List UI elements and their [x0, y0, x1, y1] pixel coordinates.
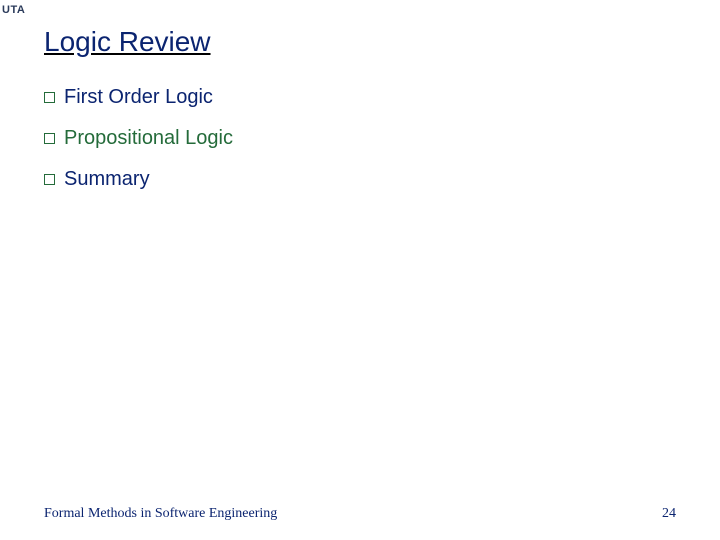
footer-left-text: Formal Methods in Software Engineering [44, 506, 277, 521]
logo: UTA [2, 4, 25, 16]
bullet-text: Propositional Logic [64, 127, 233, 150]
bullet-marker-icon [44, 92, 55, 103]
bullet-list: First Order Logic Propositional Logic Su… [44, 86, 233, 209]
bullet-text: Summary [64, 168, 150, 191]
page-number: 24 [662, 506, 676, 521]
bullet-item: Propositional Logic [44, 127, 233, 150]
bullet-item: Summary [44, 168, 233, 191]
bullet-marker-icon [44, 174, 55, 185]
bullet-item: First Order Logic [44, 86, 233, 109]
footer-left: Formal Methods in Software Engineering [44, 506, 277, 522]
footer-right: 24 [662, 506, 676, 522]
logo-text: UTA [2, 4, 25, 16]
slide-title: Logic Review [44, 26, 211, 58]
bullet-marker-icon [44, 133, 55, 144]
slide-title-text: Logic Review [44, 26, 211, 57]
bullet-text: First Order Logic [64, 86, 213, 109]
